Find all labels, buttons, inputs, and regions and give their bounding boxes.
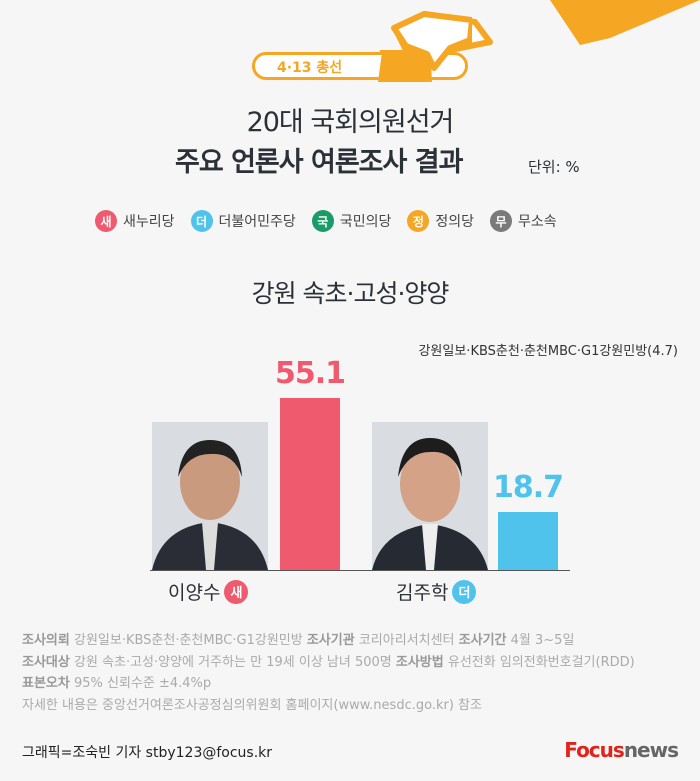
note-key: 조사의뢰 bbox=[22, 633, 70, 648]
legend-label: 정의당 bbox=[435, 214, 474, 230]
legend-label: 새누리당 bbox=[123, 214, 175, 230]
focusnews-logo: Focusnews bbox=[564, 738, 679, 762]
note-value: 유선전화 임의전화번호걸기(RDD) bbox=[447, 654, 635, 670]
party-mark: 더 bbox=[452, 579, 477, 604]
legend-item-justice: 정 정의당 bbox=[407, 210, 474, 232]
note-value: 강원일보·KBS춘천·춘천MBC·G1강원민방 bbox=[73, 633, 303, 648]
logo-focus: Focus bbox=[564, 738, 625, 762]
legend-item-minju: 더 더불어민주당 bbox=[190, 210, 296, 232]
note-value: 4월 3~5일 bbox=[510, 633, 575, 648]
category-label: 이양수 bbox=[168, 582, 221, 604]
candidate-photo bbox=[152, 422, 268, 570]
legend-item-saenuri: 새 새누리당 bbox=[95, 210, 175, 232]
candidate-name: 김주학 더 bbox=[396, 578, 477, 605]
legend-label: 더불어민주당 bbox=[218, 214, 296, 230]
note-key: 조사기관 bbox=[306, 633, 355, 648]
page-title: 20대 국회의원선거 bbox=[246, 107, 455, 138]
note-key: 표본오차 bbox=[22, 676, 70, 691]
party-mark: 정 bbox=[407, 210, 430, 232]
party-mark: 더 bbox=[190, 210, 213, 232]
bar-lee-yangsu bbox=[280, 398, 340, 570]
data-label: 18.7 bbox=[492, 469, 564, 505]
legend-item-independent: 무 무소속 bbox=[489, 210, 557, 232]
party-legend: 새 새누리당 더 더불어민주당 국 국민의당 정 정의당 무 무소속 bbox=[95, 210, 557, 232]
bar-kim-juhak bbox=[498, 511, 558, 570]
note-value: 코리아리서치센터 bbox=[358, 633, 455, 648]
graphic-credit: 그래픽=조숙빈 기자 stby123@focus.kr bbox=[22, 745, 273, 761]
note-key: 조사방법 bbox=[395, 654, 444, 670]
unit-label: 단위: % bbox=[528, 158, 580, 176]
note-value: 95% 신뢰수준 ±4.4%p bbox=[73, 676, 212, 691]
candidate-name: 이양수 새 bbox=[168, 578, 249, 605]
category-label: 김주학 bbox=[396, 582, 449, 604]
survey-source: 강원일보·KBS춘천·춘천MBC·G1강원민방(4.7) bbox=[418, 344, 678, 359]
legend-label: 무소속 bbox=[517, 214, 557, 230]
hand-overlay bbox=[378, 11, 472, 82]
party-mark: 새 bbox=[95, 210, 117, 232]
party-mark: 국 bbox=[311, 210, 334, 232]
legend-item-kukmin: 국 국민의당 bbox=[311, 210, 392, 232]
legend-label: 국민의당 bbox=[339, 214, 392, 230]
election-badge: 4·13 총선 bbox=[252, 52, 468, 80]
note-key: 조사대상 bbox=[22, 654, 70, 670]
survey-notes: 조사의뢰 강원일보·KBS춘천·춘천MBC·G1강원민방 조사기관 코리아리서치… bbox=[22, 630, 635, 716]
candidate-photo bbox=[372, 422, 488, 570]
region-title: 강원 속초·고성·양양 bbox=[251, 279, 450, 308]
note-reference: 자세한 내용은 중앙선거여론조사공정심의위원회 홈페이지(www.nesdc.g… bbox=[22, 697, 482, 713]
baseline bbox=[150, 570, 570, 571]
note-key: 조사기간 bbox=[458, 633, 507, 648]
party-mark: 무 bbox=[489, 210, 512, 232]
data-label: 55.1 bbox=[274, 356, 346, 392]
note-value: 강원 속초·고성·양양에 거주하는 만 19세 이상 남녀 500명 bbox=[73, 654, 392, 670]
logo-news: news bbox=[623, 738, 679, 762]
party-mark: 새 bbox=[224, 579, 249, 604]
badge-text: 4·13 총선 bbox=[277, 60, 343, 76]
page-subtitle: 주요 언론사 여론조사 결과 bbox=[175, 147, 463, 178]
